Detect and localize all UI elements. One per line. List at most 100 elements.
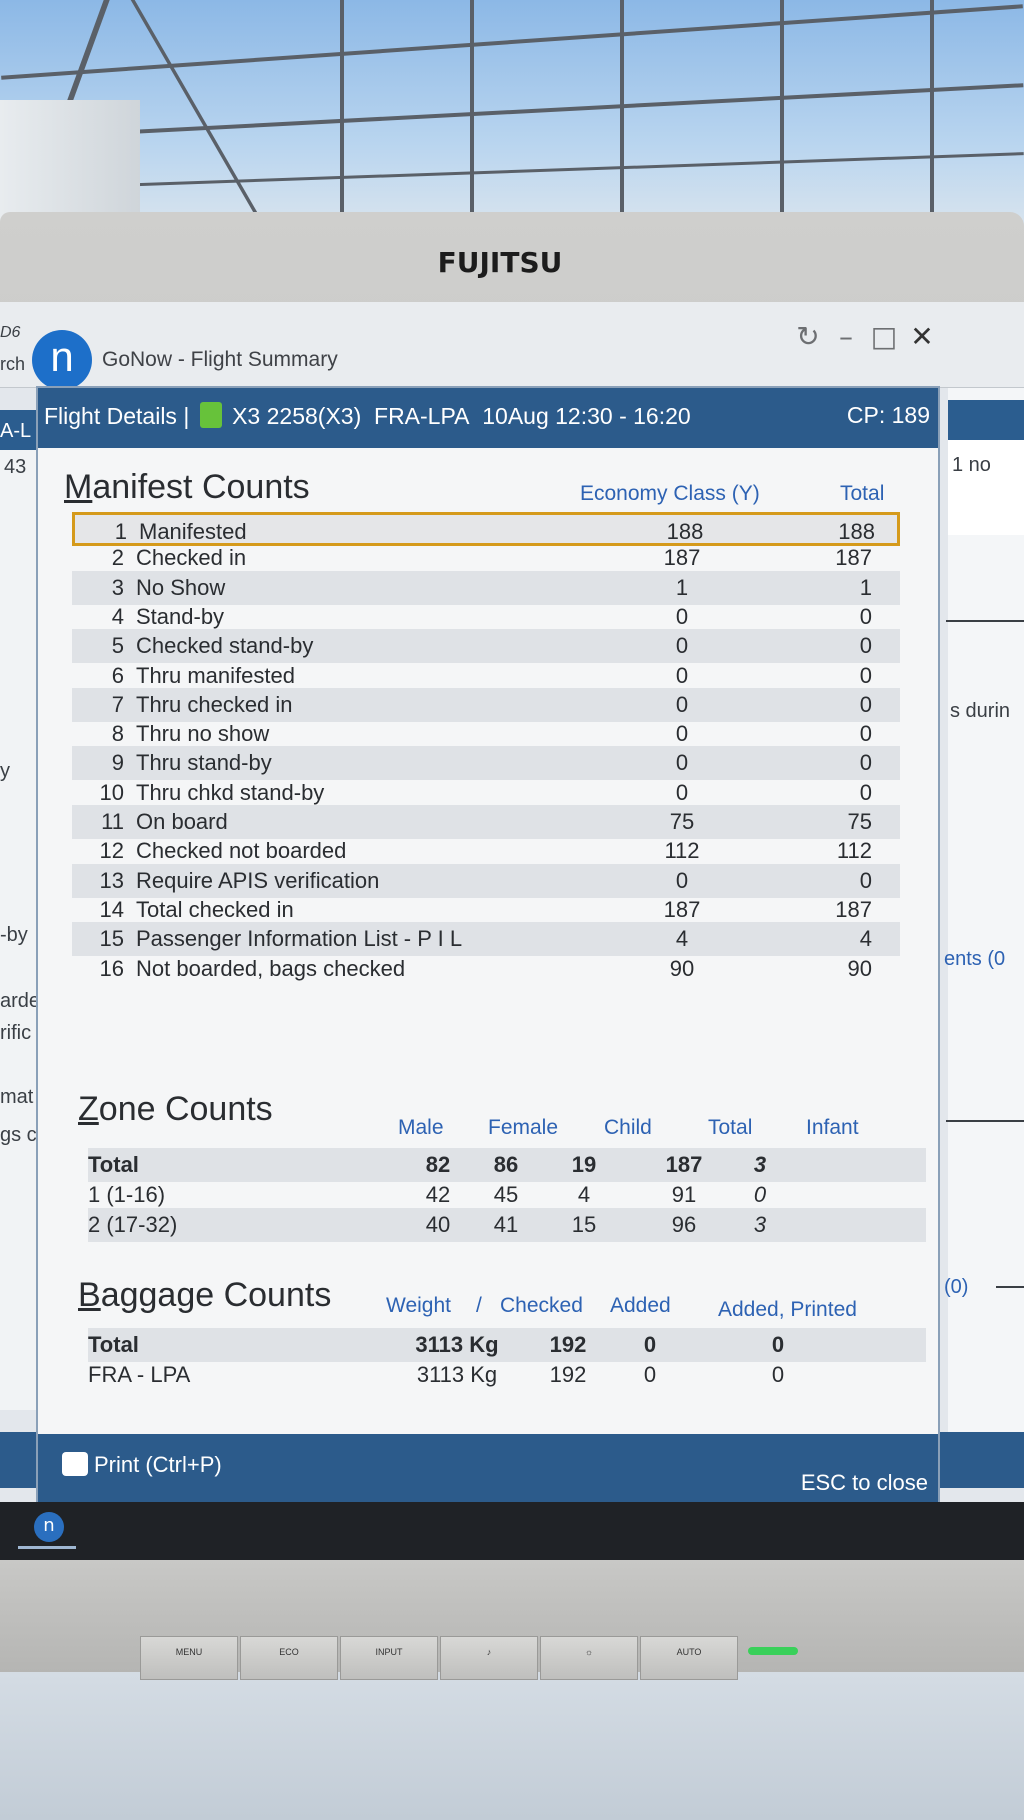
row-number: 13	[99, 867, 124, 893]
zone-female-value: 86	[493, 1152, 519, 1177]
economy-value: 0	[675, 633, 689, 659]
total-value: 0	[859, 603, 872, 629]
total-value: 112	[836, 838, 872, 864]
total-value: 0	[859, 633, 872, 659]
baggage-title-rest: aggage Counts	[100, 1276, 332, 1314]
economy-value: 75	[669, 809, 695, 834]
background-text: s durin	[950, 700, 1011, 722]
baggage-added-value: 0	[643, 1332, 657, 1357]
zone-female-value: 41	[493, 1212, 519, 1237]
zone-male-value: 40	[425, 1212, 451, 1237]
col-total: Total	[840, 482, 885, 505]
eco-hw-button[interactable]: ECO	[240, 1636, 338, 1680]
col-added: Added	[610, 1294, 671, 1317]
col-separator: /	[476, 1294, 482, 1317]
table-row: 5 Checked stand-by 0 0	[72, 629, 900, 664]
baggage-printed-value: 0	[771, 1332, 785, 1357]
table-row: 1 (1-16) 42 45 4 91 0	[88, 1178, 926, 1212]
auto-hw-button[interactable]: AUTO	[640, 1636, 738, 1680]
menu-hw-button[interactable]: MENU	[140, 1636, 238, 1680]
row-number: 15	[99, 926, 124, 952]
flight-details-header: Flight Details | X3 2258(X3) FRA-LPA 10A…	[38, 388, 938, 448]
volume-hw-button[interactable]: ♪	[440, 1636, 538, 1680]
row-number: 14	[99, 896, 124, 922]
row-number: 9	[111, 750, 124, 776]
background-divider	[946, 620, 1024, 622]
zone-total-value: 187	[665, 1152, 703, 1177]
minimize-button[interactable]: –	[839, 320, 853, 353]
table-row: 3 No Show 1 1	[72, 570, 900, 605]
background-left-panel	[0, 410, 42, 1410]
zone-child-value: 4	[577, 1182, 591, 1207]
row-label: Checked in	[136, 545, 247, 571]
table-row: 7 Thru checked in 0 0	[72, 687, 900, 722]
manifest-counts-title: Manifest Counts	[64, 468, 310, 507]
row-number: 8	[111, 721, 124, 747]
total-value: 0	[859, 721, 872, 747]
economy-value: 0	[675, 867, 689, 893]
economy-value: 187	[663, 896, 701, 922]
table-row: 1 Manifested 188 188	[72, 512, 900, 546]
background-text: rch	[0, 354, 26, 374]
baggage-name: Total	[88, 1332, 139, 1357]
maximize-button[interactable]: □	[870, 320, 898, 353]
zone-infant-value: 0	[753, 1182, 767, 1207]
table-row: 16 Not boarded, bags checked 90 90	[72, 952, 900, 986]
table-row: 14 Total checked in 187 187	[72, 893, 900, 927]
total-value: 4	[859, 926, 872, 952]
zone-name: 1 (1-16)	[88, 1182, 166, 1207]
row-number: 3	[111, 574, 124, 600]
power-led-icon	[748, 1647, 798, 1655]
zone-name: Total	[88, 1152, 139, 1177]
col-female: Female	[488, 1116, 559, 1139]
background-left-header	[0, 410, 42, 450]
taskbar-gonow-icon[interactable]: n	[34, 1512, 64, 1542]
input-hw-button[interactable]: INPUT	[340, 1636, 438, 1680]
row-label: Thru chkd stand-by	[136, 779, 325, 805]
cp-count: CP: 189	[846, 402, 930, 428]
baggage-name: FRA - LPA	[88, 1362, 191, 1387]
zone-child-value: 19	[571, 1152, 597, 1177]
col-added-printed: Added, Printed	[718, 1298, 857, 1321]
row-number: 7	[111, 691, 124, 717]
background-text: -by	[0, 924, 28, 946]
refresh-icon[interactable]: ↻	[796, 320, 820, 353]
economy-value: 0	[675, 750, 689, 776]
close-button[interactable]: ✕	[910, 320, 934, 353]
zone-child-value: 15	[571, 1212, 597, 1237]
print-button[interactable]: Print (Ctrl+P)	[62, 1452, 222, 1478]
total-value: 0	[859, 691, 872, 717]
esc-to-close[interactable]: ESC to close	[800, 1470, 928, 1495]
row-label: Thru stand-by	[136, 750, 272, 776]
economy-value: 4	[675, 926, 689, 952]
background-divider	[996, 1286, 1024, 1288]
baggage-printed-value: 0	[771, 1362, 785, 1387]
table-row: 15 Passenger Information List - P I L 4 4	[72, 922, 900, 957]
row-number: 12	[99, 838, 124, 864]
total-value: 1	[859, 574, 872, 600]
row-label: Total checked in	[136, 896, 294, 922]
row-number: 11	[101, 809, 124, 834]
table-row: FRA - LPA 3113 Kg 192 0 0	[88, 1358, 926, 1392]
zone-name: 2 (17-32)	[88, 1212, 178, 1237]
row-label: Stand-by	[136, 603, 225, 629]
row-label: Manifested	[139, 519, 247, 544]
row-number: 2	[111, 545, 124, 571]
brightness-hw-button[interactable]: ☼	[540, 1636, 638, 1680]
dialog-footer: Print (Ctrl+P) ESC to close	[38, 1434, 938, 1512]
total-value: 0	[859, 662, 872, 688]
economy-value: 1	[675, 574, 689, 600]
background-text: 43	[4, 456, 27, 478]
row-label: Checked not boarded	[136, 838, 347, 864]
background-text: D6	[0, 324, 21, 341]
window-title: GoNow - Flight Summary	[102, 348, 338, 371]
total-value: 188	[838, 519, 875, 544]
taskbar	[0, 1502, 1024, 1560]
flight-details-label: Flight Details |	[44, 403, 190, 429]
background-text: 1 no	[952, 454, 991, 476]
total-value: 187	[835, 896, 872, 922]
flight-route: FRA-LPA	[374, 403, 470, 429]
row-label: Thru checked in	[136, 691, 293, 717]
baggage-weight-value: 3113 Kg	[415, 1332, 499, 1357]
total-value: 90	[847, 955, 872, 981]
